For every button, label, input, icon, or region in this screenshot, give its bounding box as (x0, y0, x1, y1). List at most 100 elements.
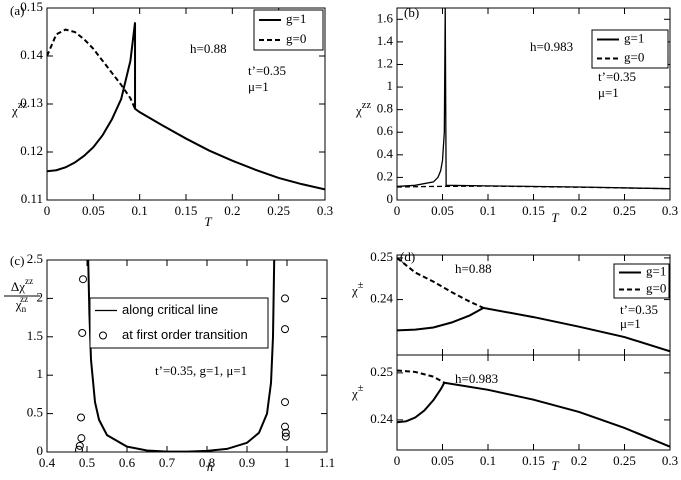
data-point (77, 413, 85, 422)
annotation: μ=1 (248, 79, 269, 94)
x-tick-label: 0.4 (39, 455, 56, 470)
y-tick-label: 0.4 (377, 146, 394, 161)
series-line (47, 28, 136, 110)
annotation: h=0.88 (190, 41, 227, 56)
x-tick-label: 0.2 (571, 203, 587, 218)
label-part: χ (355, 103, 362, 118)
data-point (281, 325, 289, 334)
plot-frame (396, 354, 671, 451)
legend: g=1g=0 (613, 263, 670, 299)
legend-label: g=1 (624, 30, 644, 45)
x-axis-label: T (551, 458, 559, 473)
legend-box (253, 9, 324, 51)
legend: g=1g=0 (591, 29, 669, 69)
label-part: zz (362, 100, 372, 111)
x-tick-label: 0.8 (199, 455, 215, 470)
y-tick-label: 0.24 (370, 411, 393, 426)
legend-box (591, 29, 669, 69)
x-tick-label: 0 (394, 453, 401, 468)
x-tick-label: 0.25 (613, 203, 636, 218)
data-point (77, 434, 86, 443)
annotation: t’=0.35 (248, 63, 286, 78)
label-part: Δχ (11, 279, 25, 294)
panel: 0 0.05 0.1 0.15 0.2 0.25 0.3 0.24 0.25 Th=0.983 (370, 354, 678, 473)
data-point (281, 422, 289, 431)
x-tick-label: 0.1 (480, 203, 496, 218)
y-tick-label: 1.6 (377, 10, 394, 25)
y-tick-label: 0.2 (377, 168, 393, 183)
label-part: χ (11, 103, 18, 118)
series-line (47, 22, 325, 191)
series-line (397, 381, 670, 448)
y-tick-label: 1.4 (377, 33, 394, 48)
panel: 0.240.25 (d)h=0.88t’=0.35μ=1g=1g=0 (370, 249, 671, 356)
x-tick-label: 0.6 (119, 455, 136, 470)
y-tick-label: 1 (37, 366, 44, 381)
series-line (397, 369, 445, 384)
y-tick-label: 1 (387, 78, 394, 93)
legend-box (89, 297, 269, 349)
y-axis-label: χ± (351, 280, 364, 298)
label-part: zz (20, 294, 28, 304)
series-line (87, 260, 276, 452)
data-point (281, 294, 289, 303)
x-tick-label: 0.05 (431, 453, 454, 468)
x-tick-label: 0.15 (522, 453, 545, 468)
x-tick-label: 0.1 (132, 203, 148, 218)
y-tick-label: 0.15 (20, 0, 43, 14)
label-part: χ (15, 297, 22, 312)
label-part: ± (358, 383, 364, 394)
y-tick-label: 0.24 (370, 291, 393, 306)
annotation: h=0.88 (455, 261, 492, 276)
annotation: t’=0.35 (620, 302, 658, 317)
legend-label: at first order transition (122, 327, 248, 342)
legend-label: g=0 (624, 49, 644, 64)
x-tick-label: 0.15 (175, 203, 198, 218)
x-tick-label: 0.05 (82, 203, 105, 218)
label-part: χ (351, 386, 358, 401)
x-tick-label: 0.9 (239, 455, 255, 470)
y-axis-label: χnzz (15, 294, 28, 314)
legend: g=1g=0 (253, 9, 324, 51)
data-point (281, 428, 290, 437)
plot-area (75, 260, 290, 452)
legend-label: g=0 (646, 280, 666, 295)
y-axis-label: χzz (11, 100, 27, 118)
x-tick-label: 0.5 (79, 455, 95, 470)
x-axis-label: T (204, 214, 212, 229)
y-tick-label: 0 (387, 191, 394, 206)
y-tick-label: 1.5 (27, 328, 43, 343)
y-axis-label: χ± (351, 383, 364, 401)
y-tick-label: 0.25 (370, 249, 393, 264)
legend-label: g=0 (286, 31, 306, 46)
y-tick-label: 0.5 (27, 405, 43, 420)
legend-box (613, 263, 670, 299)
plot-area (47, 22, 325, 191)
label-part: ± (358, 280, 364, 291)
data-point (281, 432, 290, 441)
series-line (397, 257, 484, 309)
x-tick-label: 0.7 (159, 455, 176, 470)
x-tick-label: 0.2 (224, 203, 240, 218)
panel: 0 0.05 0.1 0.15 0.2 0.25 0.3 0.11 0.12 0.13 0.14 0.… (10, 0, 333, 229)
x-tick-label: 0.3 (317, 203, 333, 218)
x-tick-label: 0.1 (480, 453, 496, 468)
panel-label: (a) (10, 3, 24, 18)
annotation: h=0.983 (530, 39, 573, 54)
x-tick-label: 0.05 (431, 203, 454, 218)
x-axis-label: T (551, 210, 559, 225)
x-tick-label: 0.3 (662, 453, 678, 468)
y-tick-label: 2.5 (27, 251, 43, 266)
data-point (79, 275, 87, 284)
panel-label: (b) (404, 5, 419, 20)
x-tick-label: 0.15 (522, 203, 545, 218)
x-tick-label: 0.25 (613, 453, 636, 468)
annotation: h=0.983 (455, 371, 498, 386)
y-axis-label: Δχzz (11, 276, 33, 294)
legend-label: along critical line (122, 302, 218, 317)
x-tick-label: 0.25 (267, 203, 290, 218)
x-tick-label: 0.2 (571, 453, 587, 468)
panel: 0 0.05 0.1 0.15 0.2 0.25 0.3 0 0.2 0.4 0.6 0.8 1 1.2 1… (377, 5, 678, 225)
x-tick-label: 0 (394, 203, 401, 218)
annotation: μ=1 (598, 85, 619, 100)
